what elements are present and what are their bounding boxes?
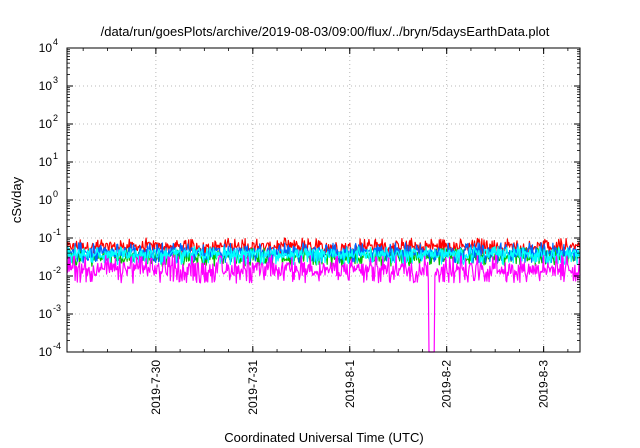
y-tick-exponent: 0 xyxy=(53,189,58,199)
y-tick-label: 10 xyxy=(39,117,53,131)
y-tick-exponent: 4 xyxy=(53,37,58,47)
y-tick-exponent: -2 xyxy=(53,265,61,275)
series-line xyxy=(66,254,581,353)
y-tick-exponent: 3 xyxy=(53,75,58,85)
x-tick-label: 2019-7-30 xyxy=(149,360,163,415)
y-tick-exponent: -4 xyxy=(53,341,61,351)
x-axis-label: Coordinated Universal Time (UTC) xyxy=(224,430,423,445)
y-tick-exponent: 2 xyxy=(53,113,58,123)
y-tick-label: 10 xyxy=(39,193,53,207)
grid-lines xyxy=(67,48,580,352)
x-axis: 2019-7-30 2019-7-31 2019-8-1 2019-8-2 2019-8… xyxy=(82,48,569,415)
y-axis-label: cSv/day xyxy=(9,176,24,223)
y-tick-label: 10 xyxy=(39,231,53,245)
y-tick-exponent: 1 xyxy=(53,151,58,161)
y-tick-exponent: -3 xyxy=(53,303,61,313)
y-tick-label: 10 xyxy=(39,345,53,359)
x-tick-label: 2019-8-3 xyxy=(537,360,551,408)
y-tick-label: 10 xyxy=(39,41,53,55)
y-tick-label: 10 xyxy=(39,155,53,169)
x-tick-label: 2019-7-31 xyxy=(246,360,260,415)
y-tick-label: 10 xyxy=(39,269,53,283)
chart-title: /data/run/goesPlots/archive/2019-08-03/0… xyxy=(101,24,550,39)
y-tick-exponent: -1 xyxy=(53,227,61,237)
x-tick-label: 2019-8-2 xyxy=(440,360,454,408)
y-tick-label: 10 xyxy=(39,307,53,321)
series-line xyxy=(66,245,581,266)
y-tick-label: 10 xyxy=(39,79,53,93)
x-tick-label: 2019-8-1 xyxy=(343,360,357,408)
series-group xyxy=(66,237,581,353)
